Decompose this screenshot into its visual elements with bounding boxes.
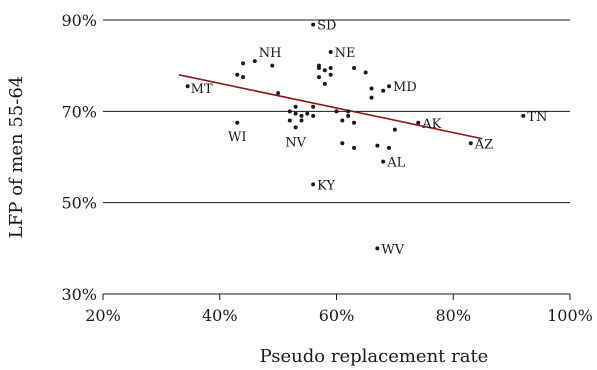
y-tick-label: 90% bbox=[61, 11, 97, 30]
point-nh-label: NH bbox=[259, 46, 282, 61]
data-point bbox=[346, 109, 351, 114]
x-axis-title: Pseudo replacement rate bbox=[260, 346, 489, 367]
x-tick-label: 100% bbox=[547, 306, 593, 325]
point-tn bbox=[521, 113, 526, 118]
data-point bbox=[381, 88, 386, 93]
data-point bbox=[352, 120, 357, 125]
point-wv bbox=[375, 246, 380, 251]
point-az-label: AZ bbox=[474, 137, 493, 152]
data-point bbox=[241, 75, 246, 80]
y-tick-label: 50% bbox=[61, 194, 97, 213]
x-tick-label: 40% bbox=[202, 306, 238, 325]
point-wv-label: WV bbox=[381, 242, 404, 257]
x-tick-label: 80% bbox=[435, 306, 471, 325]
point-tn-label: TN bbox=[527, 110, 547, 125]
trend-layer bbox=[178, 74, 483, 140]
y-tick-label: 30% bbox=[61, 285, 97, 304]
data-point bbox=[276, 91, 281, 96]
data-point bbox=[328, 72, 333, 77]
point-wi bbox=[235, 120, 240, 125]
point-nv-label: NV bbox=[285, 135, 306, 150]
data-point bbox=[322, 81, 327, 86]
point-ky-label: KY bbox=[317, 178, 335, 193]
grid-layer bbox=[103, 19, 570, 295]
data-point bbox=[316, 65, 321, 70]
data-point bbox=[352, 65, 357, 70]
point-ak-label: AK bbox=[421, 117, 441, 132]
point-wi-label: WI bbox=[228, 130, 247, 145]
y-axis-title: LFP of men 55-64 bbox=[6, 76, 27, 238]
data-point bbox=[352, 145, 357, 150]
point-md bbox=[387, 84, 392, 89]
label-layer: SD NH NE MT MD WI NV AK TN AZ AL KY WV bbox=[191, 19, 548, 258]
x-tick-label: 20% bbox=[85, 306, 121, 325]
point-sd bbox=[311, 22, 316, 27]
data-point bbox=[287, 118, 292, 123]
data-point bbox=[305, 111, 310, 116]
data-point bbox=[363, 70, 368, 75]
point-ne-label: NE bbox=[335, 46, 356, 61]
point-md-label: MD bbox=[393, 80, 417, 95]
data-point bbox=[241, 61, 246, 66]
y-tick-label: 70% bbox=[61, 102, 97, 121]
data-point bbox=[346, 113, 351, 118]
point-ak bbox=[416, 120, 421, 125]
data-point bbox=[387, 145, 392, 150]
point-nv bbox=[293, 125, 298, 130]
axis-layer: 30% 50% 70% 90% 20% 40% 60% 80% 100% bbox=[61, 11, 592, 325]
data-point bbox=[311, 104, 316, 109]
data-point bbox=[287, 109, 292, 114]
data-point bbox=[293, 111, 298, 116]
x-tick-label: 60% bbox=[319, 306, 355, 325]
point-nh bbox=[252, 59, 257, 64]
point-ne bbox=[328, 49, 333, 54]
point-mt-label: MT bbox=[191, 82, 213, 97]
data-point bbox=[293, 104, 298, 109]
data-point bbox=[316, 75, 321, 80]
point-az bbox=[468, 141, 473, 146]
point-layer bbox=[185, 22, 526, 251]
data-point bbox=[299, 118, 304, 123]
data-point bbox=[340, 118, 345, 123]
data-point bbox=[299, 113, 304, 118]
data-point bbox=[322, 68, 327, 73]
point-ky bbox=[311, 182, 316, 187]
data-point bbox=[311, 113, 316, 118]
data-point bbox=[375, 143, 380, 148]
data-point bbox=[369, 95, 374, 100]
data-point bbox=[392, 127, 397, 132]
data-point bbox=[340, 141, 345, 146]
trend-line bbox=[178, 74, 483, 140]
data-point bbox=[270, 63, 275, 68]
point-al-label: AL bbox=[386, 156, 405, 171]
data-point bbox=[369, 86, 374, 91]
data-point bbox=[235, 72, 240, 77]
data-point bbox=[328, 65, 333, 70]
point-sd-label: SD bbox=[317, 19, 336, 34]
point-al bbox=[381, 159, 386, 164]
point-mt bbox=[185, 84, 190, 89]
data-point bbox=[334, 109, 339, 114]
